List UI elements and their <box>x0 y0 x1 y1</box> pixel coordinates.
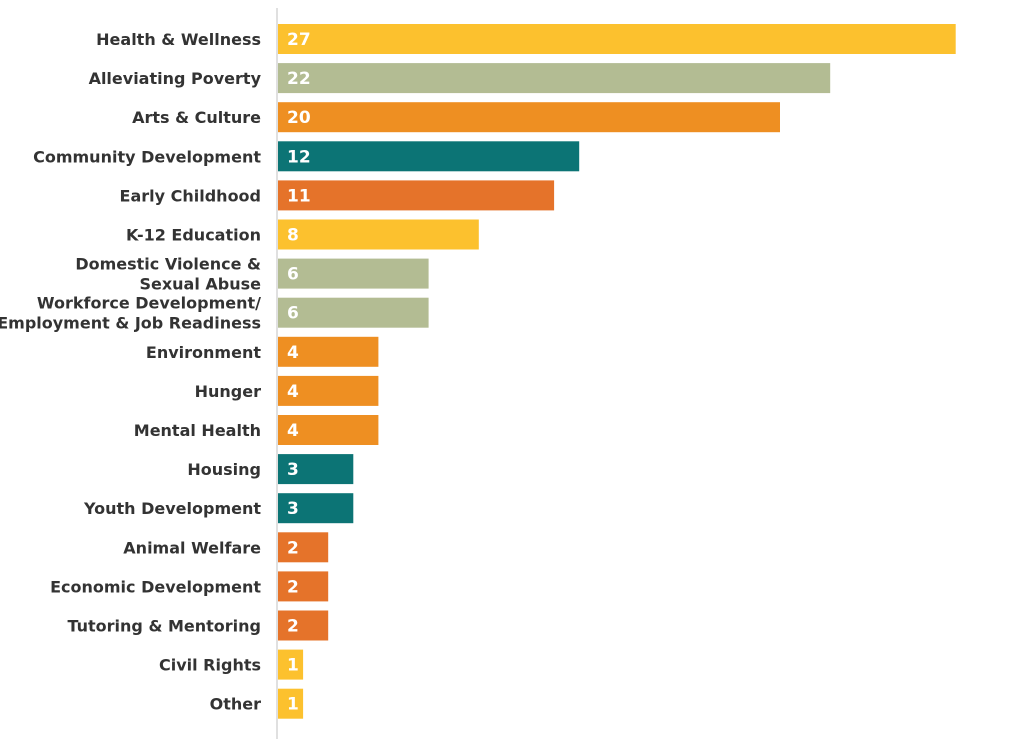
value-label-6: 6 <box>287 265 299 285</box>
bar-13 <box>278 532 329 563</box>
value-label-12: 3 <box>287 499 299 519</box>
category-label-10: Mental Health <box>134 421 261 440</box>
bar-0 <box>278 24 956 54</box>
value-label-5: 8 <box>287 226 299 246</box>
category-label-6-line-1: Sexual Abuse <box>139 275 261 294</box>
value-label-14: 2 <box>287 577 299 597</box>
category-label-17: Other <box>210 695 261 714</box>
bars-group <box>278 24 956 719</box>
bar-7 <box>278 297 429 328</box>
category-label-9: Hunger <box>195 382 261 401</box>
category-label-14: Economic Development <box>50 577 261 596</box>
value-label-2: 20 <box>287 108 311 128</box>
value-label-7: 6 <box>287 304 299 324</box>
category-label-4: Early Childhood <box>120 186 261 205</box>
value-label-9: 4 <box>287 382 299 402</box>
value-label-10: 4 <box>287 421 299 441</box>
category-label-0: Health & Wellness <box>96 30 261 49</box>
value-label-13: 2 <box>287 538 299 558</box>
value-label-16: 1 <box>287 656 299 676</box>
value-label-8: 4 <box>287 343 299 363</box>
category-label-3: Community Development <box>33 147 261 166</box>
category-label-1: Alleviating Poverty <box>89 69 262 88</box>
category-labels-group: Health & Wellness Alleviating Poverty Arts… <box>0 30 262 714</box>
bar-6 <box>278 258 429 289</box>
category-label-7-line-1: Employment & Job Readiness <box>0 314 261 333</box>
category-label-7-line-0: Workforce Development/ <box>37 294 261 313</box>
bar-11 <box>278 454 354 485</box>
value-label-17: 1 <box>287 695 299 715</box>
value-label-15: 2 <box>287 617 299 637</box>
bar-2 <box>278 102 780 133</box>
value-label-3: 12 <box>287 147 311 167</box>
bar-15 <box>278 610 329 641</box>
category-label-16: Civil Rights <box>159 656 261 675</box>
bar-14 <box>278 571 329 602</box>
value-label-0: 27 <box>287 30 311 50</box>
bar-8 <box>278 336 379 367</box>
bar-16 <box>278 649 304 680</box>
category-label-12: Youth Development <box>83 499 261 518</box>
category-label-15: Tutoring & Mentoring <box>67 617 261 636</box>
value-label-11: 3 <box>287 460 299 480</box>
category-label-11: Housing <box>187 460 261 479</box>
bar-1 <box>278 63 831 94</box>
category-label-5: K-12 Education <box>126 226 261 245</box>
bar-17 <box>278 688 304 719</box>
value-label-4: 11 <box>287 186 311 206</box>
value-label-1: 22 <box>287 69 311 89</box>
category-label-13: Animal Welfare <box>123 538 261 557</box>
bar-10 <box>278 415 379 445</box>
category-label-6-line-0: Domestic Violence & <box>75 255 261 274</box>
bar-5 <box>278 219 479 250</box>
bar-3 <box>278 141 580 172</box>
bar-4 <box>278 180 555 211</box>
category-label-2: Arts & Culture <box>132 108 261 127</box>
category-label-8: Environment <box>146 343 261 362</box>
bar-9 <box>278 375 379 406</box>
bar-12 <box>278 493 354 524</box>
